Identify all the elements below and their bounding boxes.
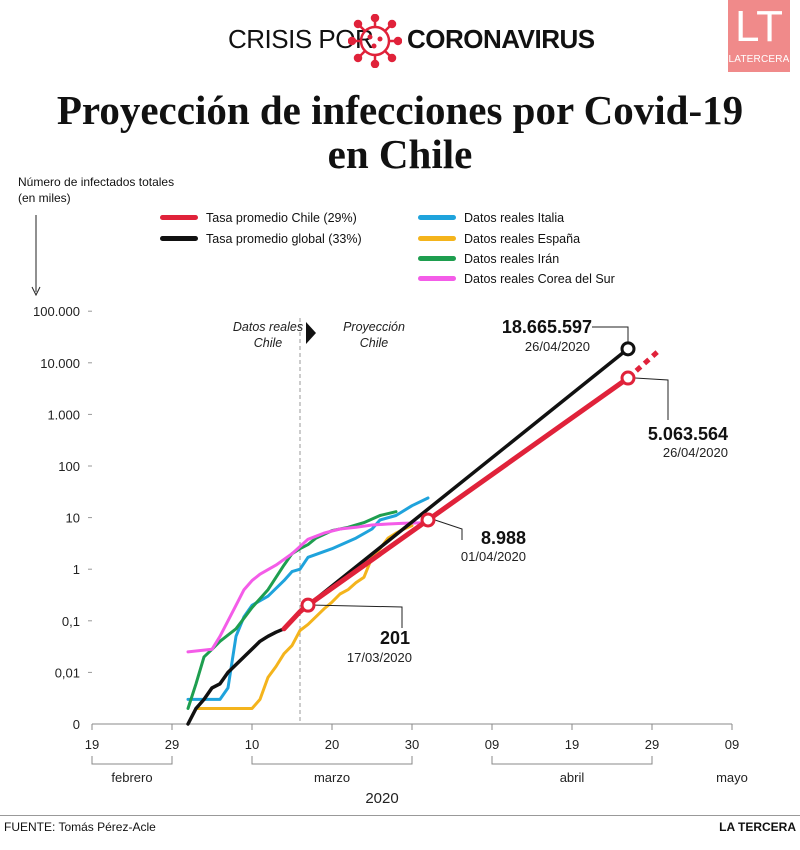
legend-label-italia: Datos reales Italia <box>464 211 565 225</box>
month-bracket <box>491 756 653 765</box>
region-left-label: Chile <box>254 336 283 350</box>
annotation-date: 17/03/2020 <box>347 650 412 665</box>
coronavirus-icon <box>348 14 402 68</box>
y-axis-arrow-head <box>31 286 41 297</box>
annotation-value: 201 <box>380 628 410 648</box>
region-right-label: Chile <box>360 336 389 350</box>
legend-swatch-chile <box>160 215 198 221</box>
y-tick-label: 10.000 <box>40 356 80 371</box>
annotation-marker <box>300 597 316 613</box>
legend-item-iran: Datos reales Irán <box>418 251 559 267</box>
header-topic: CORONAVIRUS <box>407 24 595 54</box>
legend-swatch-italia <box>418 215 456 221</box>
legend-swatch-espana <box>418 236 456 242</box>
month-label: febrero <box>111 770 152 785</box>
latercera-logo: LT LATERCERA <box>728 0 790 72</box>
y-tick-label: 1 <box>73 562 80 577</box>
series-dashed-extension <box>626 347 662 380</box>
y-tick-label: 1.000 <box>47 407 80 422</box>
footer-source: FUENTE: Tomás Pérez-Acle <box>4 820 156 834</box>
y-tick-label: 100.000 <box>33 304 80 319</box>
legend-swatch-global <box>160 236 198 242</box>
month-label: marzo <box>314 770 350 785</box>
y-axis-label-line-1: Número de infectados totales <box>18 175 175 189</box>
legend-swatch-iran <box>418 256 456 262</box>
annotation-value: 18.665.597 <box>502 317 592 337</box>
header: CRISIS POR CORONAVIRUS LT LATERCERA <box>0 0 800 80</box>
logo-name: LATERCERA <box>728 54 790 65</box>
month-bracket <box>91 756 173 765</box>
y-axis-label-line-2: (en miles) <box>18 191 71 205</box>
x-tick-label: 09 <box>485 737 499 752</box>
x-tick-label: 19 <box>565 737 579 752</box>
annotation-value: 5.063.564 <box>648 424 728 444</box>
legend-item-global: Tasa promedio global (33%) <box>160 231 362 247</box>
x-axis-year-label: 2020 <box>365 790 398 807</box>
x-tick-label: 29 <box>645 737 659 752</box>
y-tick-label: 10 <box>66 511 80 526</box>
y-tick-label: 0,01 <box>55 665 80 680</box>
x-tick-label: 09 <box>725 737 739 752</box>
y-tick-label: 100 <box>58 459 80 474</box>
month-bracket <box>251 756 413 765</box>
region-right-label: Proyección <box>343 320 405 334</box>
month-label: mayo <box>716 770 748 785</box>
title-line-2: en Chile <box>327 131 473 177</box>
annotation-marker <box>620 370 636 386</box>
annotation-date: 26/04/2020 <box>525 339 590 354</box>
legend-label-espana: Datos reales España <box>464 232 581 246</box>
month-label: abril <box>560 770 585 785</box>
x-tick-label: 29 <box>165 737 179 752</box>
legend-label-chile: Tasa promedio Chile (29%) <box>206 211 357 225</box>
legend-item-corea: Datos reales Corea del Sur <box>418 271 615 287</box>
annotation-value: 8.988 <box>481 528 526 548</box>
series-line <box>186 496 430 701</box>
legend-swatch-corea <box>418 276 456 282</box>
series-line <box>281 375 631 632</box>
annotation-date: 01/04/2020 <box>461 549 526 564</box>
y-tick-label: 0 <box>73 717 80 732</box>
annotation-marker <box>620 341 636 357</box>
annotation-leader <box>314 604 403 628</box>
annotation-marker <box>420 512 436 528</box>
legend-item-chile: Tasa promedio Chile (29%) <box>160 210 357 226</box>
legend-label-iran: Datos reales Irán <box>464 252 560 266</box>
annotation-date: 26/04/2020 <box>663 445 728 460</box>
region-arrow-icon <box>306 322 316 344</box>
region-left-label: Datos reales <box>233 320 303 334</box>
annotation-leader <box>592 326 629 342</box>
legend-label-corea: Datos reales Corea del Sur <box>464 272 615 286</box>
x-tick-label: 20 <box>325 737 339 752</box>
annotation-leader <box>634 377 669 420</box>
chart-title: Proyección de infecciones por Covid-19 e… <box>0 88 800 176</box>
logo-letters: LT <box>734 2 784 51</box>
legend-item-espana: Datos reales España <box>418 231 580 247</box>
x-tick-label: 30 <box>405 737 419 752</box>
footer-brand: LA TERCERA <box>719 820 796 834</box>
series-line <box>186 521 422 654</box>
series-line <box>186 510 398 710</box>
y-axis-label: Número de infectados totales (en miles) <box>18 174 218 206</box>
footer-divider <box>0 815 800 816</box>
title-line-1: Proyección de infecciones por Covid-19 <box>56 87 744 133</box>
annotation-leader <box>434 519 463 540</box>
y-tick-label: 0,1 <box>62 614 80 629</box>
x-tick-label: 10 <box>245 737 259 752</box>
legend-label-global: Tasa promedio global (33%) <box>206 232 362 246</box>
x-tick-label: 19 <box>85 737 99 752</box>
legend-item-italia: Datos reales Italia <box>418 210 564 226</box>
